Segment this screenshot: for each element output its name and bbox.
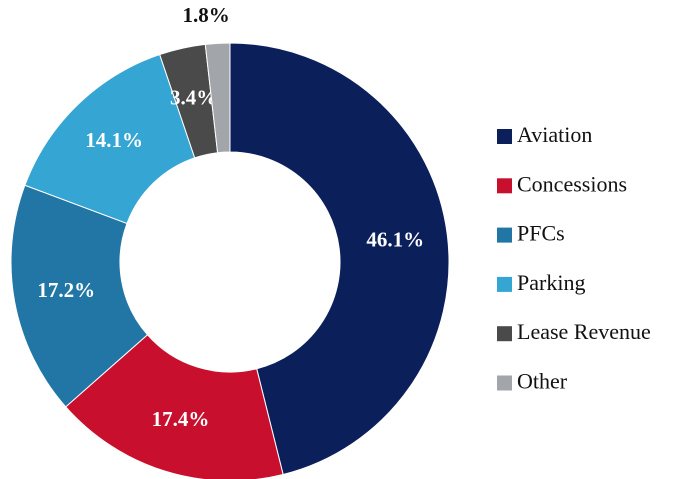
legend-swatch [497,178,512,194]
legend-swatch [497,227,512,243]
data-label: 17.2% [37,278,95,302]
data-label: 17.4% [152,407,210,431]
legend-label: Concessions [517,171,627,196]
legend-swatch [497,326,512,342]
legend-label: Other [517,369,568,394]
legend-label: PFCs [517,221,565,246]
data-label: 3.4% [170,85,217,109]
legend-swatch [497,129,512,144]
donut-slice [65,334,284,479]
legend-swatch [497,276,512,292]
data-label: 46.1% [366,227,424,251]
data-label: 1.8% [183,3,230,27]
donut-slice [10,184,149,408]
donut-slice [204,42,231,154]
legend-label: Aviation [517,122,592,147]
data-label: 14.1% [85,128,143,152]
legend-label: Lease Revenue [517,319,651,344]
donut-slice [229,42,450,476]
legend-swatch [497,375,512,391]
legend-label: Parking [517,270,585,295]
